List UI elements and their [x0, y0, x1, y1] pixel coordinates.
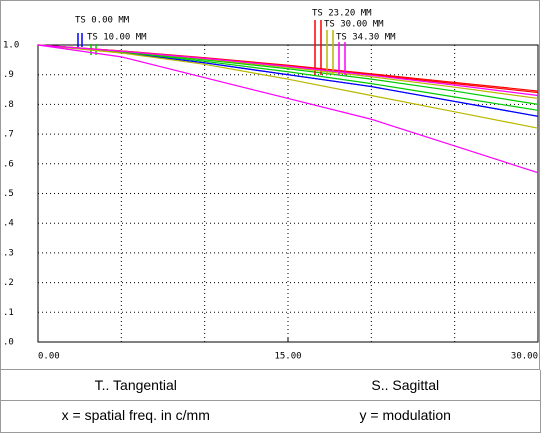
legend-label: TS 30.00 MM	[324, 20, 384, 30]
x-tick-label: 15.00	[274, 352, 301, 362]
legend-row: T.. Tangential S.. Sagittal	[0, 370, 541, 401]
y-tick-label: .6	[3, 159, 14, 169]
x-tick-label: 30.00	[511, 352, 538, 362]
x-axis-label: x = spatial freq. in c/mm	[61, 407, 210, 423]
y-axis-label: y = modulation	[359, 407, 451, 423]
y-tick-label: .5	[3, 189, 14, 199]
y-tick-label: 1.0	[3, 41, 19, 51]
tangential-label: T.. Tangential	[94, 377, 177, 393]
chart: .0 .1 .2 .3 .4 .5 .6 .7 .8 .9 1.0 0.00 15.00 30.00 TS …	[0, 0, 540, 370]
y-tick-label: .7	[3, 130, 14, 140]
legend-label: TS 34.30 MM	[336, 33, 396, 43]
x-tick-label: 0.00	[38, 352, 60, 362]
y-tick-label: .1	[3, 308, 14, 318]
y-tick-label: .4	[3, 219, 14, 229]
sagittal-label: S.. Sagittal	[371, 377, 440, 393]
tangential-line	[37, 44, 539, 174]
y-tick-label: .8	[3, 100, 14, 110]
y-tick-label: .9	[3, 70, 14, 80]
legend-label: TS 10.00 MM	[87, 33, 147, 43]
legend-label: TS 23.20 MM	[312, 9, 372, 19]
y-tick-label: .2	[3, 278, 14, 288]
y-tick-label: .3	[3, 248, 14, 258]
sagittal-line	[37, 44, 539, 97]
y-tick-label: .0	[3, 338, 14, 348]
legend-label: TS 0.00 MM	[75, 16, 130, 26]
axis-row: x = spatial freq. in c/mm y = modulation	[0, 400, 541, 433]
tangential-line	[37, 44, 539, 129]
chart-frame	[0, 0, 540, 370]
